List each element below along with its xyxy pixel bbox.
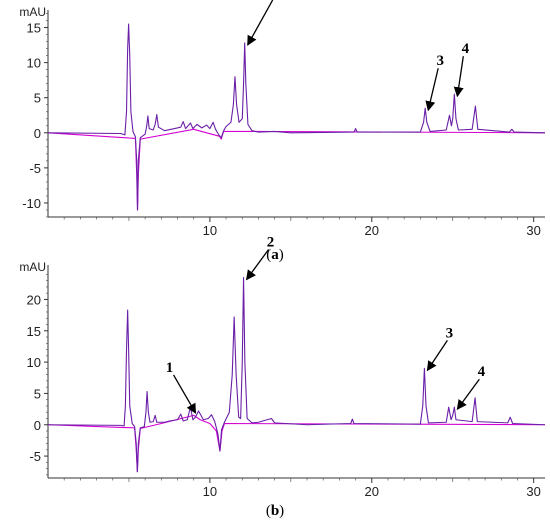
- y-axis-unit-label: mAU: [19, 5, 46, 19]
- x-tick-label: 10: [203, 223, 217, 238]
- y-tick-label: 20: [27, 292, 41, 307]
- x-tick-label: 20: [365, 484, 379, 499]
- peak-arrow-4: [453, 56, 464, 98]
- trace-line-1: [47, 128, 546, 211]
- y-tick-label: 10: [27, 56, 41, 71]
- y-tick-label: -5: [29, 449, 41, 464]
- peak-label-4: 4: [462, 41, 470, 57]
- y-tick-label: 15: [27, 21, 41, 36]
- y-tick-label: 5: [34, 91, 41, 106]
- peak-label-3: 3: [436, 53, 444, 69]
- peak-arrow-1: [172, 374, 197, 414]
- y-tick-label: 0: [34, 126, 41, 141]
- chart-panel-b: mAU 20 15 10 5 0 -5 10 20 30 1 2 3 4: [19, 235, 546, 499]
- y-tick-label: -5: [29, 161, 41, 176]
- y-tick-label: 5: [34, 386, 41, 401]
- peak-arrow-4: [456, 378, 480, 411]
- x-tick-label: 10: [203, 484, 217, 499]
- y-tick-label: 10: [27, 355, 41, 370]
- peak-arrow-3: [425, 68, 439, 112]
- peak-label-2: 2: [271, 0, 279, 1]
- peak-label-3: 3: [446, 325, 454, 341]
- peak-arrow-2: [247, 0, 274, 46]
- trace-line-0: [47, 276, 546, 473]
- peak-label-1: 1: [166, 360, 174, 376]
- chart-panel-a: mAU 15 10 5 0 -5 -10 10 20 30 2 3 4: [19, 0, 546, 238]
- x-tick-label: 20: [365, 223, 379, 238]
- panel-caption-b: (b): [266, 503, 284, 519]
- peak-label-4: 4: [478, 364, 486, 380]
- panel-caption-a: (a): [266, 247, 284, 263]
- peak-label-2: 2: [267, 235, 275, 251]
- y-tick-label: -10: [22, 196, 41, 211]
- peak-arrow-2: [245, 249, 270, 281]
- y-tick-label: 0: [34, 418, 41, 433]
- peak-arrow-3: [426, 340, 448, 372]
- x-tick-label: 30: [526, 223, 540, 238]
- x-tick-label: 30: [526, 484, 540, 499]
- trace-line-0: [47, 23, 546, 211]
- y-axis-unit-label: mAU: [19, 260, 46, 274]
- y-tick-label: 15: [27, 324, 41, 339]
